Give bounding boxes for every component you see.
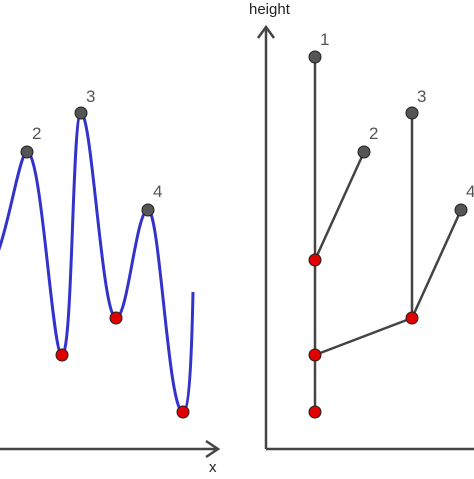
x-axis-arrow — [205, 439, 221, 459]
maximum-point-4 — [141, 203, 155, 217]
tree-edge-merge — [314, 316, 413, 357]
y-axis: height — [249, 1, 474, 451]
leaf-label-1: 1 — [320, 30, 329, 49]
leaf-node-1 — [308, 50, 322, 64]
maximum-point-3 — [74, 106, 88, 120]
function-curve — [0, 111, 195, 414]
right-panel: height 1 2 3 4 — [249, 1, 474, 451]
leaf-label-2: 2 — [369, 124, 378, 143]
left-panel: x 2 3 4 — [0, 87, 221, 476]
tree-edge-branch-2 — [313, 151, 366, 261]
y-axis-arrow — [256, 24, 276, 39]
peak-label-3: 3 — [86, 87, 95, 106]
left-max-points — [20, 106, 155, 217]
maximum-point-2 — [20, 145, 34, 159]
x-axis: x — [0, 439, 221, 476]
merge-node — [308, 405, 322, 419]
leaf-label-3: 3 — [417, 87, 426, 106]
leaf-label-4: 4 — [466, 182, 474, 201]
minimum-point — [176, 405, 190, 419]
tree-leaf-nodes — [308, 50, 468, 217]
minimum-point — [55, 348, 69, 362]
merge-node — [308, 253, 322, 267]
tree-edge-branch-4 — [410, 209, 463, 319]
peak-label-2: 2 — [32, 124, 41, 143]
merge-node — [308, 348, 322, 362]
peak-label-4: 4 — [153, 182, 162, 201]
y-axis-label: height — [249, 1, 291, 18]
minimum-point — [109, 311, 123, 325]
tree-merge-nodes — [308, 253, 419, 419]
leaf-node-2 — [357, 145, 371, 159]
leaf-node-3 — [405, 106, 419, 120]
x-axis-label: x — [209, 459, 217, 474]
tree-edges — [313, 57, 463, 412]
merge-node — [405, 311, 419, 325]
leaf-node-4 — [454, 203, 468, 217]
left-min-points — [55, 311, 190, 419]
